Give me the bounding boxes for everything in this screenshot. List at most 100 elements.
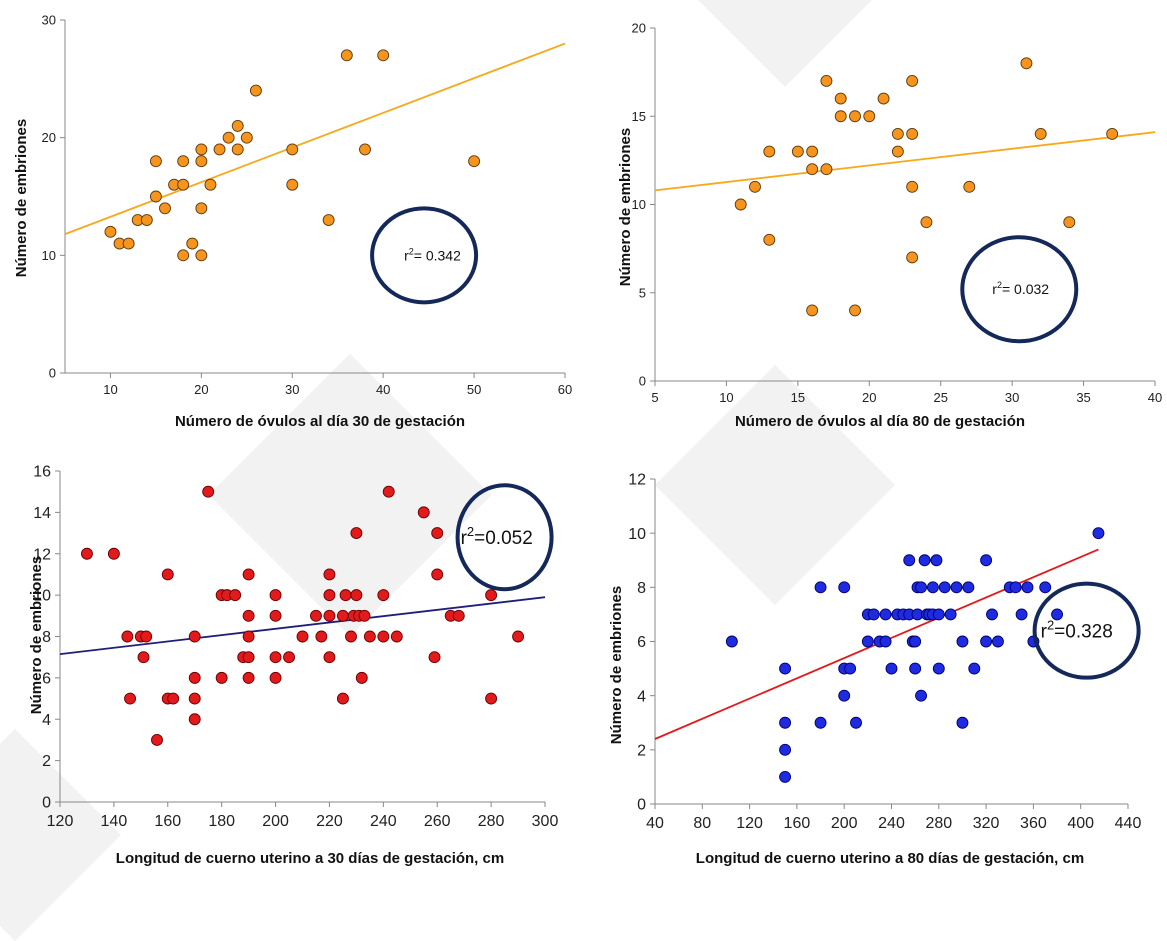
x-tick-label: 160 <box>784 815 811 832</box>
data-point <box>104 225 117 238</box>
data-point <box>1034 127 1047 140</box>
x-tick-label: 120 <box>47 813 74 830</box>
data-point <box>195 143 208 156</box>
data-point <box>980 635 993 648</box>
data-point <box>903 554 916 567</box>
data-point <box>249 84 262 97</box>
chart-2-r2: r2= 0.032 <box>992 280 1049 297</box>
data-point <box>242 568 255 581</box>
chart-1: 0 10 20 30 10 20 30 40 50 60 Número de óvulos al … <box>13 13 572 430</box>
data-point <box>242 630 255 643</box>
data-point <box>1051 608 1064 621</box>
data-point <box>310 609 322 622</box>
data-point <box>242 651 255 664</box>
chart-3-marks: 0 2 4 6 8 10 12 14 16 120 140 160 180 200 220 240 260 280… <box>33 464 558 830</box>
chart-1-r2: r2= 0.342 <box>404 246 461 263</box>
x-tick-label: 35 <box>1076 390 1090 405</box>
y-tick-label: 10 <box>33 588 51 605</box>
chart-3-r2-sup: 2 <box>467 524 474 539</box>
data-point <box>926 581 939 594</box>
data-point <box>122 237 135 250</box>
data-point <box>891 127 904 140</box>
chart-2-xlabel: Número de óvulos al día 80 de gestación <box>735 413 1025 430</box>
x-tick-label: 60 <box>558 382 572 397</box>
y-tick-label: 15 <box>632 109 646 124</box>
data-point <box>431 568 444 581</box>
data-point <box>417 506 430 519</box>
y-tick-label: 4 <box>637 688 646 705</box>
data-point <box>167 692 180 705</box>
data-point <box>956 635 969 648</box>
data-point <box>906 74 919 87</box>
y-tick-label: 20 <box>42 130 56 145</box>
data-point <box>213 143 226 156</box>
data-point <box>950 581 963 594</box>
chart-4-ylabel: Número de embriones <box>608 586 625 744</box>
data-point <box>229 589 242 602</box>
x-tick-label: 180 <box>208 813 235 830</box>
x-tick-label: 10 <box>103 382 117 397</box>
chart-3: 0 2 4 6 8 10 12 14 16 120 140 160 180 200 220 240 260 280… <box>28 464 558 867</box>
x-tick-label: 280 <box>478 813 505 830</box>
y-tick-label: 30 <box>42 13 56 28</box>
x-tick-label: 360 <box>1020 815 1047 832</box>
data-point <box>749 180 761 193</box>
data-point <box>918 554 931 567</box>
chart-4-r2-ellipse <box>1032 581 1141 680</box>
data-point <box>779 716 792 729</box>
chart-1-marks: 0 10 20 30 10 20 30 40 50 60 <box>42 13 573 397</box>
chart-2-r2-ellipse <box>960 235 1079 344</box>
data-point <box>269 589 282 602</box>
x-tick-label: 80 <box>693 815 711 832</box>
data-point <box>932 608 945 621</box>
x-tick-label: 440 <box>1115 815 1142 832</box>
x-tick-label: 220 <box>316 813 343 830</box>
data-point <box>920 216 933 229</box>
chart-1-r2-prefix: r <box>404 247 409 263</box>
x-tick-label: 20 <box>194 382 208 397</box>
data-point <box>355 671 368 684</box>
data-point <box>452 609 465 622</box>
x-tick-label: 240 <box>370 813 397 830</box>
data-point <box>763 145 776 158</box>
data-point <box>791 145 804 158</box>
data-point <box>283 651 295 664</box>
data-point <box>231 119 244 132</box>
data-point <box>986 608 998 621</box>
x-tick-label: 30 <box>285 382 299 397</box>
x-tick-label: 200 <box>262 813 289 830</box>
data-point <box>915 689 928 702</box>
data-point <box>323 589 336 602</box>
data-point <box>80 547 93 560</box>
data-point <box>820 74 833 87</box>
data-point <box>350 527 363 540</box>
data-point <box>269 671 282 684</box>
data-point <box>956 716 969 729</box>
data-point <box>1009 581 1022 594</box>
chart-4-r2-value: =0.328 <box>1054 622 1113 643</box>
data-point <box>885 662 898 675</box>
data-point <box>195 202 208 215</box>
data-point <box>932 662 945 675</box>
data-point <box>296 630 309 643</box>
y-tick-label: 12 <box>628 472 646 489</box>
chart-1-xlabel: Número de óvulos al día 30 de gestación <box>175 413 465 430</box>
data-point <box>240 131 253 144</box>
data-point <box>242 609 255 622</box>
x-tick-label: 30 <box>1005 390 1019 405</box>
chart-4-r2: r2=0.328 <box>1041 618 1113 643</box>
data-point <box>834 110 847 123</box>
chart-1-r2-value: = 0.342 <box>414 247 461 263</box>
data-point <box>485 589 498 602</box>
data-point <box>1021 581 1034 594</box>
chart-4: 0 2 4 6 8 10 12 40 80 120 160 200 240 280 320 360 400 440… <box>608 472 1141 867</box>
x-tick-label: 300 <box>532 813 559 830</box>
chart-4-r2-prefix: r <box>1041 622 1048 643</box>
x-tick-label: 260 <box>424 813 451 830</box>
y-tick-label: 8 <box>42 629 51 646</box>
y-tick-label: 0 <box>42 795 51 812</box>
x-tick-label: 25 <box>933 390 947 405</box>
data-point <box>763 233 776 246</box>
chart-1-r2-ellipse <box>370 206 479 305</box>
